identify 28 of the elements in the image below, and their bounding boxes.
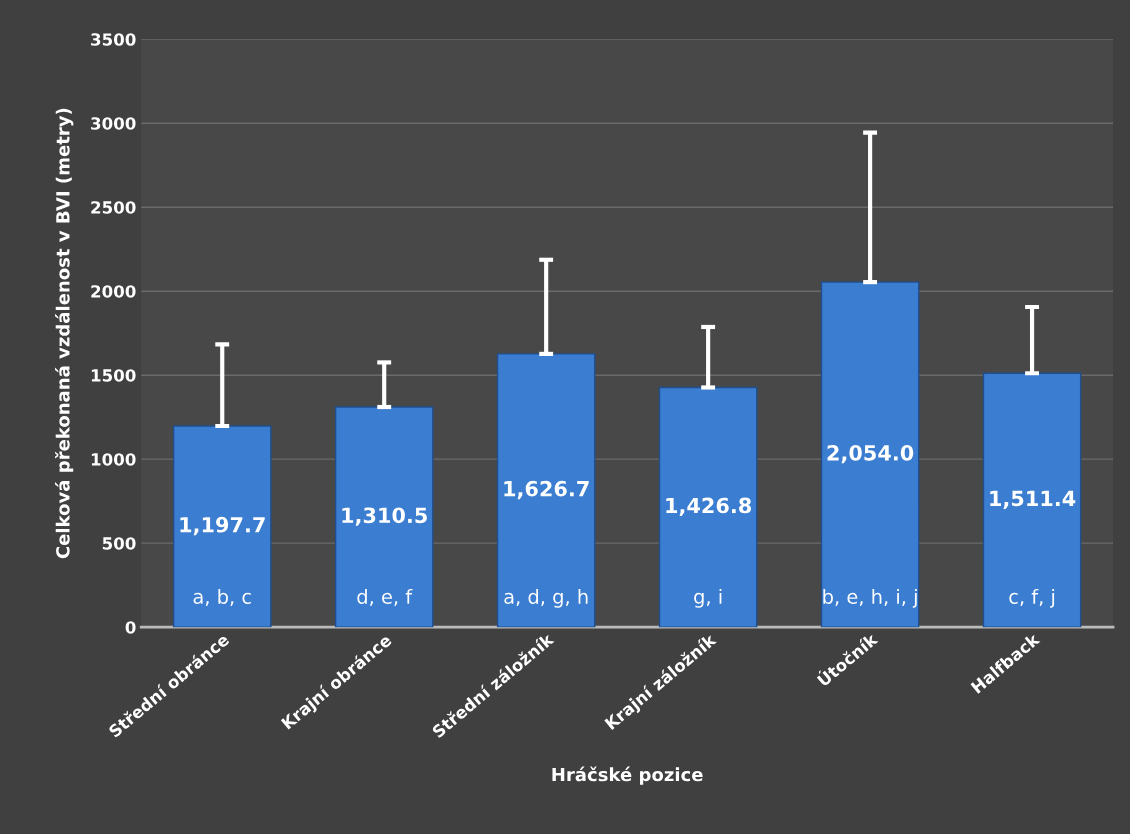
- y-tick-label: 2500: [91, 201, 136, 214]
- data-label: 1,310.5: [342, 507, 427, 526]
- annotation: c, f, j: [1009, 588, 1055, 608]
- annotation: d, e, f: [357, 588, 413, 606]
- bar: [982, 372, 1082, 628]
- y-tick-label: 1500: [91, 369, 136, 382]
- data-label: 1,426.8: [666, 497, 751, 517]
- bar: [820, 281, 920, 628]
- y-tick-label: 1000: [91, 453, 136, 466]
- data-label: 1,626.7: [504, 480, 589, 500]
- annotation: a, d, g, h: [504, 588, 588, 608]
- bar: [172, 425, 272, 628]
- y-axis-title: Celková překonaná vzdálenost v BVI (metry): [55, 108, 74, 559]
- y-tick-label: 3500: [91, 33, 136, 46]
- bar: [658, 386, 758, 628]
- bar: [496, 353, 596, 628]
- bar: [334, 406, 434, 628]
- data-label: 1,197.7: [180, 516, 265, 536]
- y-tick-label: 3000: [91, 117, 136, 130]
- data-label: 1,511.4: [990, 490, 1076, 509]
- x-axis-title: Hráčské pozice: [552, 766, 703, 785]
- y-tick-label: 2000: [91, 285, 136, 298]
- data-label: 2,054.0: [827, 444, 914, 464]
- annotation: a, b, c: [193, 588, 251, 606]
- y-tick-label: 500: [102, 537, 136, 550]
- annotation: g, i: [694, 588, 722, 608]
- y-tick-label: 0: [125, 621, 136, 634]
- annotation: b, e, h, i, j: [823, 588, 917, 608]
